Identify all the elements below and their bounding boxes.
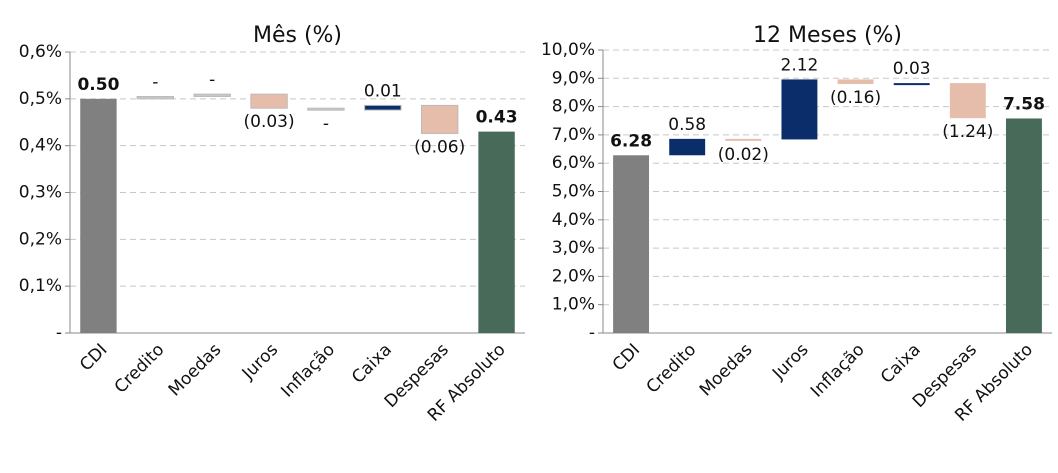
bar [781, 79, 818, 140]
y-tick-label: 0,6% [19, 42, 62, 62]
bar [1005, 118, 1042, 334]
y-tick-label: 0,1% [19, 276, 62, 296]
data-label: 0.58 [668, 115, 706, 135]
bar [250, 93, 288, 109]
bar [307, 107, 345, 111]
data-label: (0.03) [244, 112, 295, 132]
y-tick-label: 2,0% [552, 266, 595, 286]
data-label: (0.06) [414, 137, 465, 157]
y-tick-label: - [589, 323, 595, 343]
bar [193, 93, 231, 97]
x-tick-label: Juros [768, 340, 812, 384]
data-label: 0.43 [476, 108, 518, 128]
data-label: (0.16) [830, 88, 881, 108]
y-tick-label: 4,0% [552, 210, 595, 230]
bar [420, 104, 459, 134]
bar [837, 79, 874, 84]
data-label: - [323, 114, 329, 134]
x-tick-label: Moedas [165, 340, 226, 401]
chart-title: 12 Meses (%) [753, 23, 902, 48]
y-tick-label: - [56, 323, 62, 343]
data-label: 7.58 [1003, 94, 1045, 114]
data-label: (0.02) [718, 145, 769, 165]
data-label: 0.03 [893, 59, 931, 79]
data-label: 2.12 [781, 55, 819, 75]
bar [725, 138, 762, 141]
y-tick-label: 5,0% [552, 182, 595, 202]
bar [669, 138, 706, 156]
chart-title: Mês (%) [253, 23, 342, 48]
y-tick-label: 6,0% [552, 153, 595, 173]
x-tick-label: Caixa [348, 340, 396, 388]
bar [893, 83, 930, 86]
y-tick-label: 8,0% [552, 97, 595, 117]
bar [364, 104, 402, 111]
x-tick-label: Credito [643, 340, 701, 398]
y-tick-label: 3,0% [552, 238, 595, 258]
data-label: 0.50 [77, 75, 119, 95]
y-tick-label: 1,0% [552, 295, 595, 315]
y-tick-label: 0,4% [19, 136, 62, 156]
bar [478, 131, 515, 333]
bar [613, 155, 650, 333]
x-tick-label: Inflação [277, 340, 339, 402]
bar [949, 83, 986, 119]
y-tick-label: 0,3% [19, 183, 62, 203]
y-tick-label: 10,0% [541, 40, 595, 60]
data-label: (1.24) [942, 122, 993, 142]
y-tick-label: 7,0% [552, 125, 595, 145]
y-tick-label: 0,5% [19, 89, 62, 109]
y-tick-label: 9,0% [552, 68, 595, 88]
x-tick-label: Juros [238, 340, 282, 384]
bar [80, 98, 117, 333]
x-tick-label: CDI [609, 340, 644, 375]
bar [136, 95, 175, 100]
x-tick-label: Inflação [807, 340, 869, 402]
x-tick-label: CDI [76, 340, 111, 375]
x-tick-label: Credito [111, 340, 169, 398]
x-tick-label: Moedas [696, 340, 757, 401]
x-tick-label: Caixa [877, 340, 925, 388]
data-label: - [209, 70, 215, 90]
data-label: 0.01 [364, 81, 402, 101]
data-label: 6.28 [610, 131, 652, 151]
y-tick-label: 0,2% [19, 229, 62, 249]
data-label: - [152, 72, 158, 92]
